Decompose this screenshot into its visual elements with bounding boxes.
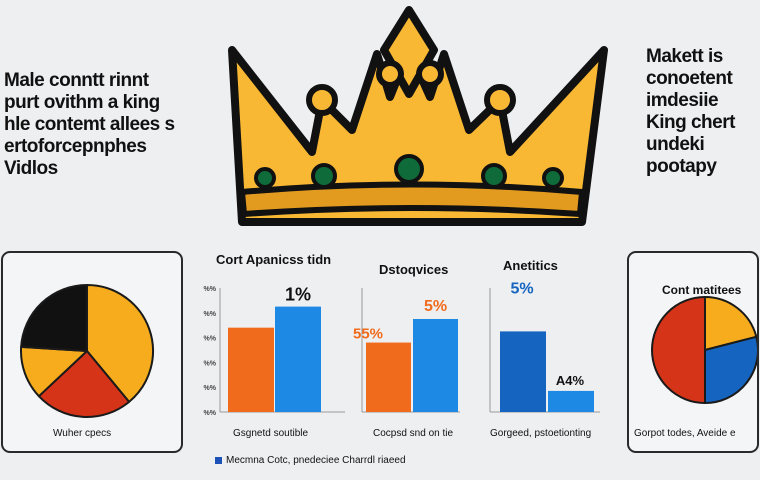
bar-1 bbox=[275, 306, 321, 412]
right-text-line: conoetent bbox=[646, 68, 733, 89]
pie-left-caption: Wuher cpecs bbox=[53, 428, 112, 439]
right-text-line: King chert bbox=[646, 112, 735, 133]
pie-card-right: Cont matitees Gorpot todes, Aveide e bbox=[627, 251, 759, 453]
bar-0 bbox=[366, 342, 411, 412]
y-tick-label: %% bbox=[204, 385, 217, 392]
bar-1 bbox=[413, 319, 458, 412]
left-text-line: Male conntt rinnt bbox=[4, 70, 149, 91]
y-tick-label: %% bbox=[204, 360, 217, 367]
pie-slice-0 bbox=[704, 296, 758, 351]
pie-slice-2 bbox=[651, 296, 706, 404]
legend-swatch bbox=[215, 457, 222, 464]
bar-chart-3-caption: Gorgeed, pstoetionting bbox=[490, 428, 592, 439]
left-text-line: purt ovithm a king bbox=[4, 92, 160, 113]
y-tick-label: %% bbox=[204, 336, 217, 343]
left-headline-text: Male conntt rinnt purt ovithm a king hle… bbox=[4, 70, 214, 180]
bar-data-label: 5% bbox=[424, 298, 447, 315]
bar-0 bbox=[228, 327, 274, 412]
y-tick-label: %% bbox=[204, 286, 217, 293]
bar-data-label: 1% bbox=[285, 285, 311, 305]
bar-chart-2-caption: Cocpsd snd on tie bbox=[373, 428, 454, 439]
right-headline-text: Makett is conoetent imdesiie King chert … bbox=[646, 46, 758, 178]
pie-chart-left bbox=[20, 284, 154, 418]
right-text-line: pootapy bbox=[646, 156, 717, 177]
bar-chart-3-title: Anetitics bbox=[503, 258, 558, 273]
y-tick-label: %% bbox=[204, 410, 217, 417]
crown-icon bbox=[228, 6, 608, 226]
bar-chart-2: 55% 5% bbox=[353, 288, 460, 413]
pie-slice-1 bbox=[37, 350, 131, 418]
bar-chart-1-title: Cort Apanicss tidn bbox=[216, 252, 332, 267]
left-text-line: Vidlos bbox=[4, 158, 58, 179]
y-tick-label: %% bbox=[204, 311, 217, 318]
left-text-line: hle contemt allees s bbox=[4, 114, 175, 135]
bar-chart-3: 5% A4% bbox=[489, 280, 600, 413]
bar-chart-1-caption: Gsgnetd soutible bbox=[233, 428, 309, 439]
pie-slices bbox=[651, 296, 759, 404]
pie-right-title: Cont matitees bbox=[662, 283, 742, 297]
bar-data-label: A4% bbox=[556, 373, 585, 388]
left-text-line: ertoforcepnphes bbox=[4, 136, 147, 157]
right-text-line: imdesiie bbox=[646, 90, 719, 111]
bar-chart-2-title: Dstoqvices bbox=[379, 262, 449, 277]
right-text-line: undeki bbox=[646, 134, 705, 155]
legend: Mecmna Cotc, pnedeciee Charrdl riaeed bbox=[215, 455, 406, 466]
bar-data-label: 55% bbox=[353, 326, 383, 343]
pie-slice-3 bbox=[20, 284, 88, 352]
bar-data-label: 5% bbox=[510, 280, 533, 297]
legend-label: Mecmna Cotc, pnedeciee Charrdl riaeed bbox=[226, 455, 406, 466]
pie-slice-0 bbox=[86, 284, 154, 403]
bar-chart-1: %%%%%%%%%%%% 1% bbox=[204, 285, 345, 417]
pie-slices bbox=[20, 284, 154, 418]
pie-chart-right bbox=[651, 296, 759, 404]
pie-right-caption: Gorpot todes, Aveide e bbox=[634, 428, 736, 439]
bar-1 bbox=[548, 390, 594, 412]
right-text-line: Makett is bbox=[646, 46, 723, 67]
bar-0 bbox=[500, 331, 546, 412]
pie-card-left: Wuher cpecs bbox=[1, 251, 183, 453]
